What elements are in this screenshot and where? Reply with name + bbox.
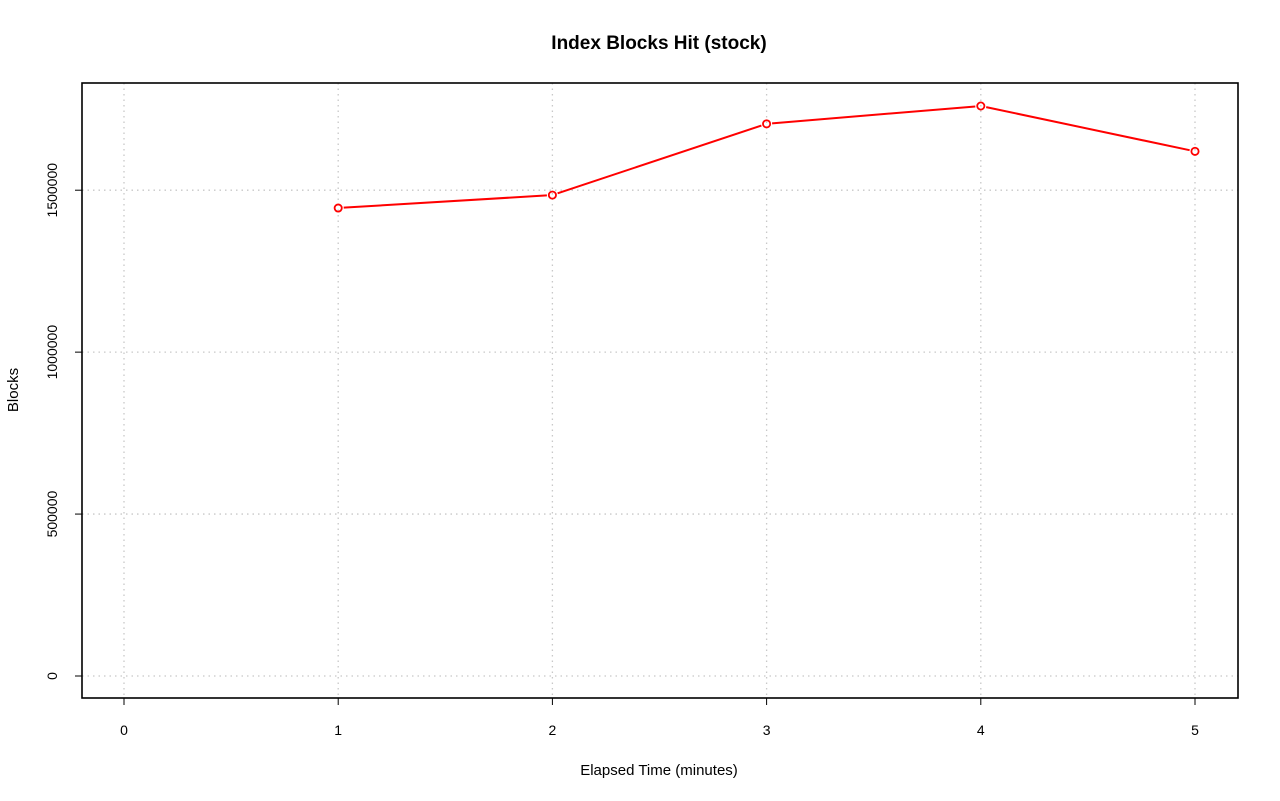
x-tick-label: 2 (549, 722, 557, 738)
series-group (333, 101, 1200, 213)
x-tick-label: 4 (977, 722, 985, 738)
data-point-marker (762, 119, 772, 129)
y-tick-label: 500000 (44, 490, 60, 537)
y-tick-label: 1500000 (44, 163, 60, 218)
grid (82, 83, 1238, 698)
x-tick-label: 3 (763, 722, 771, 738)
x-axis: 0 1 2 3 4 5 (120, 698, 1199, 738)
data-point-marker (547, 190, 557, 200)
x-tick-label: 1 (334, 722, 342, 738)
x-axis-title: Elapsed Time (minutes) (580, 762, 738, 779)
series-line-segment (985, 106, 1190, 152)
chart-title: Index Blocks Hit (stock) (551, 33, 766, 54)
x-tick-label: 0 (120, 722, 128, 738)
data-point-marker (333, 203, 343, 213)
series-line-segment (557, 124, 762, 195)
y-tick-label: 0 (44, 672, 60, 680)
y-axis: 0 500000 1000000 1500000 (44, 163, 82, 680)
x-tick-label: 5 (1191, 722, 1199, 738)
series-line-segment (771, 105, 976, 125)
data-point-marker (976, 101, 986, 111)
data-point-marker (1190, 146, 1200, 156)
y-axis-title: Blocks (5, 368, 22, 412)
y-tick-label: 1000000 (44, 325, 60, 380)
series-line-segment (343, 194, 547, 209)
plot-frame (81, 82, 1239, 699)
